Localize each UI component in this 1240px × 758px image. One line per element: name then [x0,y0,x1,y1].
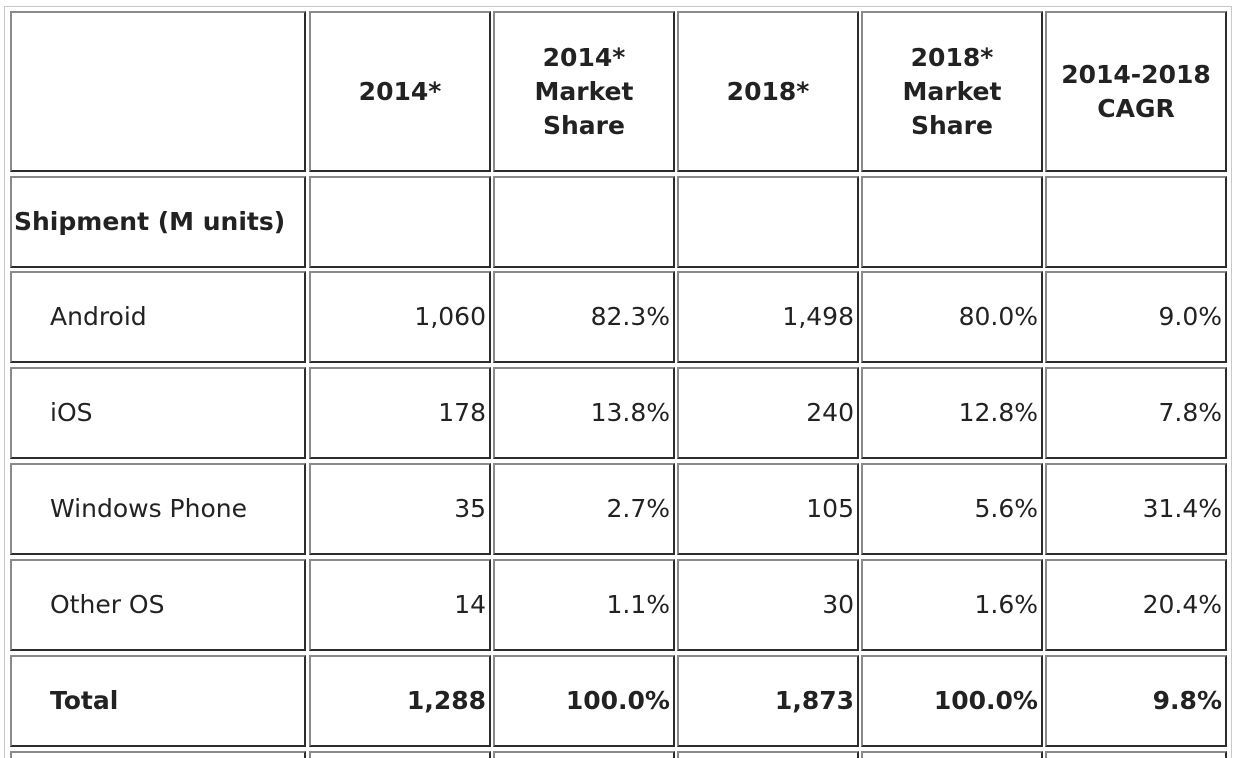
column-header-text: 2014-2018 CAGR [1061,58,1211,126]
column-header-line: Market [534,76,634,106]
cell-value: 9.8% [1152,686,1222,715]
empty-cell [493,176,675,268]
row-label-cell: Windows Phone [10,463,306,555]
value-cell: 1,873 [677,655,859,747]
cell-value: 35 [454,494,486,523]
header-cell-empty [10,11,306,172]
column-header-text: 2018* [727,75,810,109]
cell-value: 105 [806,494,854,523]
table-frame-left [4,6,5,758]
cell-value: 178 [438,398,486,427]
cell-value: 240 [806,398,854,427]
row-label-cell: Other OS [10,559,306,651]
empty-cell [677,176,859,268]
value-cell: 1,498 [677,271,859,363]
cell-value: 12.8% [958,398,1038,427]
value-cell: 1,288 [309,655,491,747]
cell-value: 5.6% [974,494,1038,523]
column-header-text: 2014* Market Share [535,41,634,143]
column-header-line: 2018* [726,76,810,106]
value-cell: 30 [677,559,859,651]
cell-value: 13.8% [590,398,670,427]
cell-value: 1,288 [406,686,486,715]
value-cell: 100.0% [861,655,1043,747]
cell-value: 1,498 [782,302,854,331]
column-header-line: Share [543,110,625,140]
value-cell: 100.0% [493,655,675,747]
value-cell: 178 [309,367,491,459]
cell-value: 30 [822,590,854,619]
value-cell: 240 [677,367,859,459]
value-cell: 5.6% [861,463,1043,555]
table-frame-right [1231,6,1232,758]
row-label-cell: Total [10,655,306,747]
table-frame-top [4,6,1232,7]
column-header: 2018* Market Share [861,11,1043,172]
column-header: 2014* Market Share [493,11,675,172]
cutoff-row-cell [1045,751,1227,758]
section-label-cell: Shipment (M units) [10,176,306,268]
cell-value: 1.1% [606,590,670,619]
value-cell: 105 [677,463,859,555]
cell-value: 1,873 [774,686,854,715]
section-label: Shipment (M units) [14,207,286,236]
column-header: 2014-2018 CAGR [1045,11,1227,172]
cutoff-row-cell [677,751,859,758]
row-label: Total [50,686,119,715]
value-cell: 80.0% [861,271,1043,363]
value-cell: 9.0% [1045,271,1227,363]
empty-cell [861,176,1043,268]
empty-cell [1045,176,1227,268]
cell-value: 20.4% [1142,590,1222,619]
column-header-line: Market [902,76,1002,106]
value-cell: 1.6% [861,559,1043,651]
cell-value: 100.0% [933,686,1038,715]
cell-value: 9.0% [1158,302,1222,331]
cell-value: 2.7% [606,494,670,523]
column-header-line: 2014* [542,42,626,72]
value-cell: 35 [309,463,491,555]
cutoff-row-cell [861,751,1043,758]
row-label: iOS [50,398,93,427]
column-header-line: 2014-2018 [1061,59,1211,89]
column-header: 2018* [677,11,859,172]
cutoff-row-cell [10,751,306,758]
column-header-text: 2018* Market Share [903,41,1002,143]
cell-value: 1,060 [414,302,486,331]
value-cell: 20.4% [1045,559,1227,651]
value-cell: 1,060 [309,271,491,363]
cell-value: 31.4% [1142,494,1222,523]
cell-value: 80.0% [958,302,1038,331]
value-cell: 9.8% [1045,655,1227,747]
value-cell: 12.8% [861,367,1043,459]
cell-value: 7.8% [1158,398,1222,427]
cell-value: 14 [454,590,486,619]
empty-cell [309,176,491,268]
row-label: Other OS [50,590,165,619]
row-label: Windows Phone [50,494,247,523]
column-header-line: Share [911,110,993,140]
row-label: Android [50,302,147,331]
cutoff-row-cell [493,751,675,758]
value-cell: 14 [309,559,491,651]
cell-value: 1.6% [974,590,1038,619]
row-label-cell: Android [10,271,306,363]
column-header-line: 2014* [358,76,442,106]
column-header: 2014* [309,11,491,172]
column-header-text: 2014* [359,75,442,109]
value-cell: 82.3% [493,271,675,363]
row-label-cell: iOS [10,367,306,459]
column-header-line: CAGR [1097,93,1175,123]
value-cell: 13.8% [493,367,675,459]
cutoff-row-cell [309,751,491,758]
value-cell: 1.1% [493,559,675,651]
column-header-line: 2018* [910,42,994,72]
value-cell: 7.8% [1045,367,1227,459]
cell-value: 100.0% [565,686,670,715]
value-cell: 31.4% [1045,463,1227,555]
cell-value: 82.3% [590,302,670,331]
value-cell: 2.7% [493,463,675,555]
